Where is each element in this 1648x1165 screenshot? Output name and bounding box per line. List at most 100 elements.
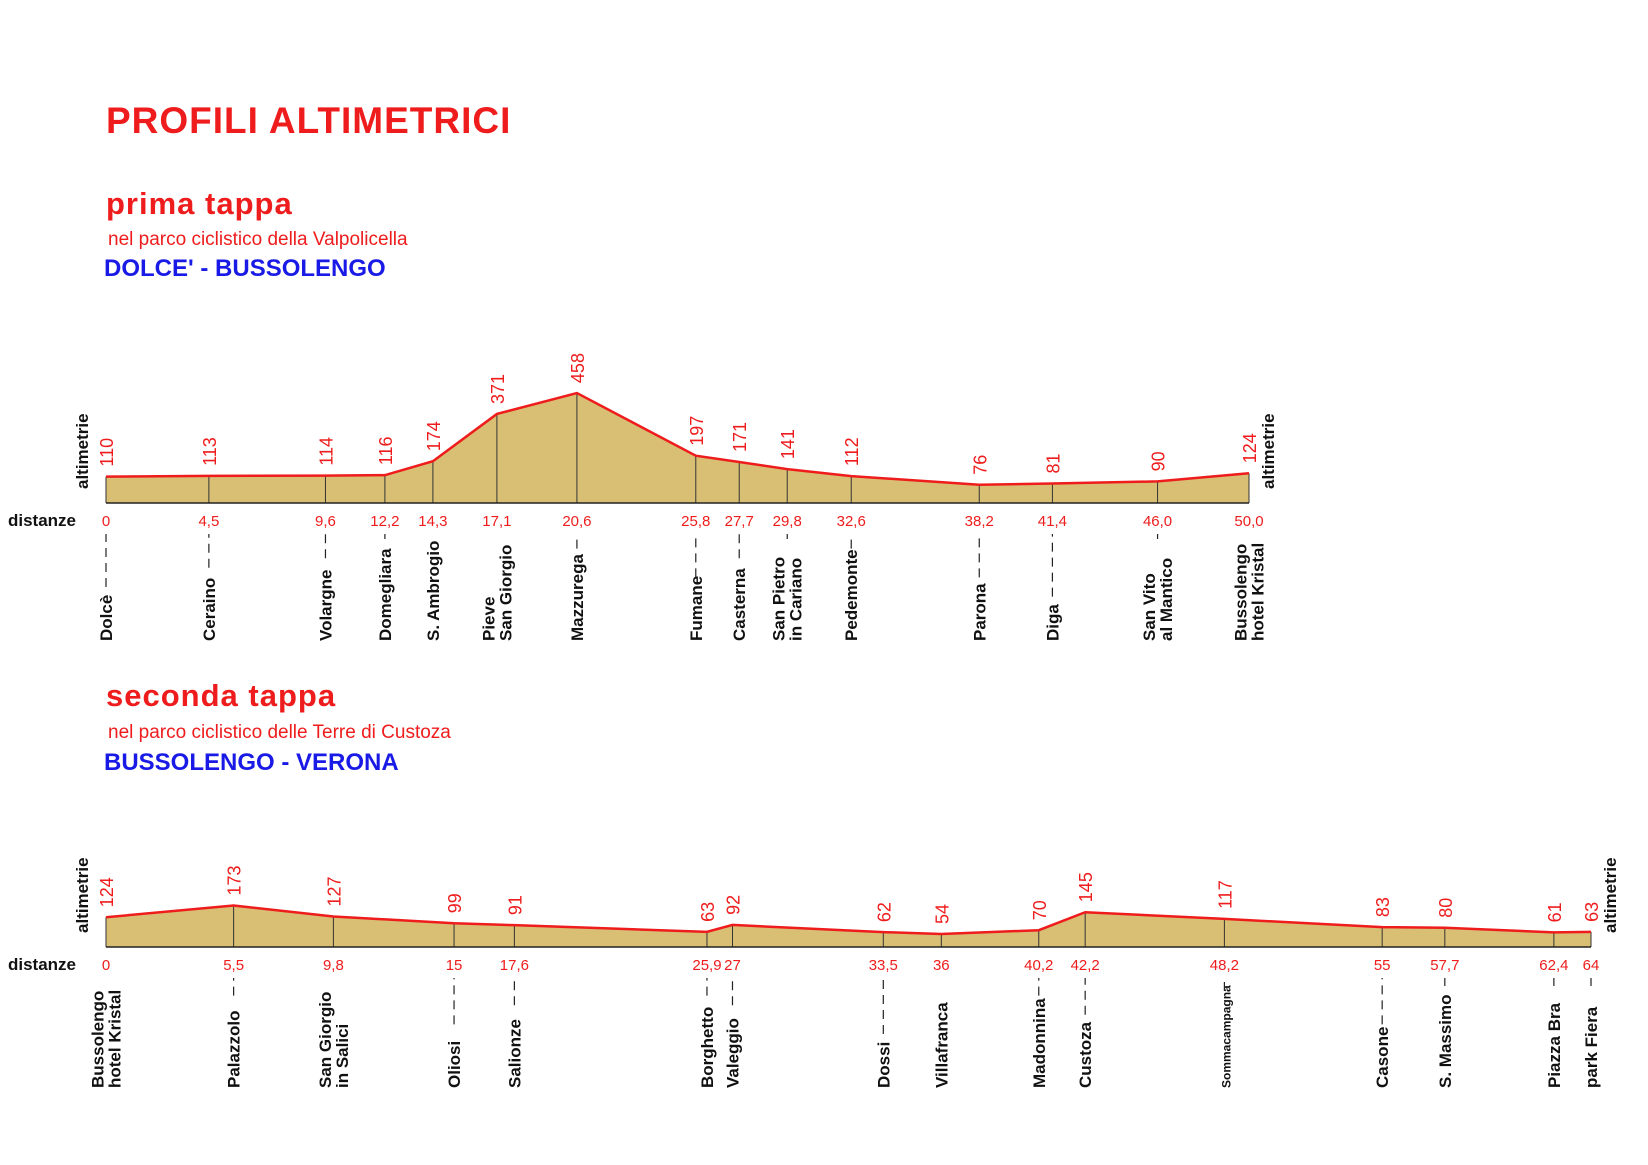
altitude-label: 116 [376,436,396,465]
place-name: Ceraino [200,578,219,641]
distance-label: 15 [446,957,463,974]
elevation-line [105,904,1592,936]
distance-label: 29,8 [773,513,802,530]
stage-2-route: BUSSOLENGO - VERONA [104,749,399,776]
profile-chart-2: altimetrie altimetrie distanze 124 0 Bussolen… [8,857,1620,1088]
place-madonnina: Madonnina [1030,978,1049,1088]
place-name: Valeggio [723,1018,742,1088]
altitude-label: 92 [723,895,743,915]
altitude-label: 61 [1545,902,1565,922]
altitude-label: 171 [730,422,750,452]
place-palazzolo: Palazzolo [225,978,244,1088]
place-name: Dossi [874,1042,893,1088]
altitude-label: 124 [1240,433,1260,463]
place-name: Casone [1373,1027,1392,1088]
distance-label: 5,5 [223,957,244,974]
place-custoza: Custoza [1076,978,1095,1088]
elevation-area [106,393,1249,503]
distance-label: 36 [933,957,950,974]
place-name: San Giorgio [316,992,335,1088]
place-name: Parona [970,583,989,641]
stage-2-title: seconda tappa [106,678,337,713]
place-name: Diga [1043,604,1062,641]
place-parona: Parona [970,534,989,641]
distance-label: 17,1 [482,513,511,530]
place-volargne: Volargne [316,534,335,641]
place-name: Custoza [1076,1021,1095,1088]
place-name: Casterna [730,568,749,641]
place-name: S. Massimo [1436,994,1455,1088]
distance-label: 17,6 [500,957,529,974]
place-name: Salionze [505,1019,524,1088]
altitude-label: 83 [1373,897,1393,917]
altitude-label: 114 [316,437,336,466]
distance-label: 33,5 [869,957,898,974]
altitude-label: 113 [200,437,220,466]
distance-label: 48,2 [1210,957,1239,974]
distance-label: 20,6 [562,513,591,530]
place-name: Oliosi [445,1041,464,1088]
altitude-label: 91 [505,895,525,915]
altitude-label: 124 [97,877,117,907]
distance-label: 9,8 [323,957,344,974]
stage-1-subtitle: nel parco ciclistico della Valpolicella [108,229,408,250]
place-name: Villafranca [932,1002,951,1088]
place-name: Fumane [687,576,706,641]
x-axis-label: distanze [8,955,76,974]
place-park-fiera: park Fiera [1582,978,1601,1088]
distance-label: 55 [1374,957,1391,974]
place-name: park Fiera [1582,1006,1601,1088]
place-name: Pedemonte [842,549,861,641]
place-name: Mazzurega [568,554,587,641]
place-name: Sommacampagna [1219,985,1233,1088]
place-name: Borghetto [698,1007,717,1088]
distance-label: 12,2 [370,513,399,530]
place-oliosi: Oliosi [445,978,464,1088]
place-name: Dolcè [97,595,116,641]
place-salionze: Salionze [505,978,524,1088]
place-casone: Casone [1373,978,1392,1088]
distance-label: 27 [724,957,741,974]
altitude-label: 458 [568,353,588,383]
place-name: San Vito [1140,573,1159,641]
distance-label: 50,0 [1234,513,1263,530]
place-casterna: Casterna [730,534,749,641]
distance-label: 46,0 [1143,513,1172,530]
place-pedemonte: Pedemonte [842,534,861,641]
altitude-label: 63 [698,902,718,922]
elevation-line [105,391,1250,487]
distance-label: 32,6 [837,513,866,530]
distance-label: 62,4 [1539,957,1568,974]
place-name: San Pietro [770,557,789,641]
altitude-label: 110 [97,438,117,467]
altitude-label: 174 [424,421,444,451]
x-axis-label: distanze [8,511,76,530]
place-sommacampagna: Sommacampagna [1219,978,1233,1088]
distance-label: 38,2 [965,513,994,530]
place-name: Pieve [479,597,498,641]
place-name: Bussolengo [1232,544,1251,641]
altitude-label: 54 [932,904,952,924]
altitude-label: 99 [445,893,465,913]
place-mazzurega: Mazzurega [568,534,587,641]
stage-1-route: DOLCE' - BUSSOLENGO [104,255,386,282]
profile-chart-1: altimetrie altimetrie distanze 110 0 Dolcè 113… [8,353,1278,641]
altitude-label: 173 [225,865,245,895]
altitude-label: 62 [874,902,894,922]
elevation-area [106,905,1591,947]
altitude-label: 141 [778,429,798,459]
distance-label: 27,7 [725,513,754,530]
place-ceraino: Ceraino [200,534,219,641]
y-axis-label-right: altimetrie [1601,857,1620,933]
distance-label: 0 [102,513,110,530]
y-axis-label-left: altimetrie [73,413,92,489]
y-axis-label-left: altimetrie [73,857,92,933]
distance-label: 64 [1583,957,1600,974]
place-dossi: Dossi [874,978,893,1088]
distance-label: 9,6 [315,513,336,530]
